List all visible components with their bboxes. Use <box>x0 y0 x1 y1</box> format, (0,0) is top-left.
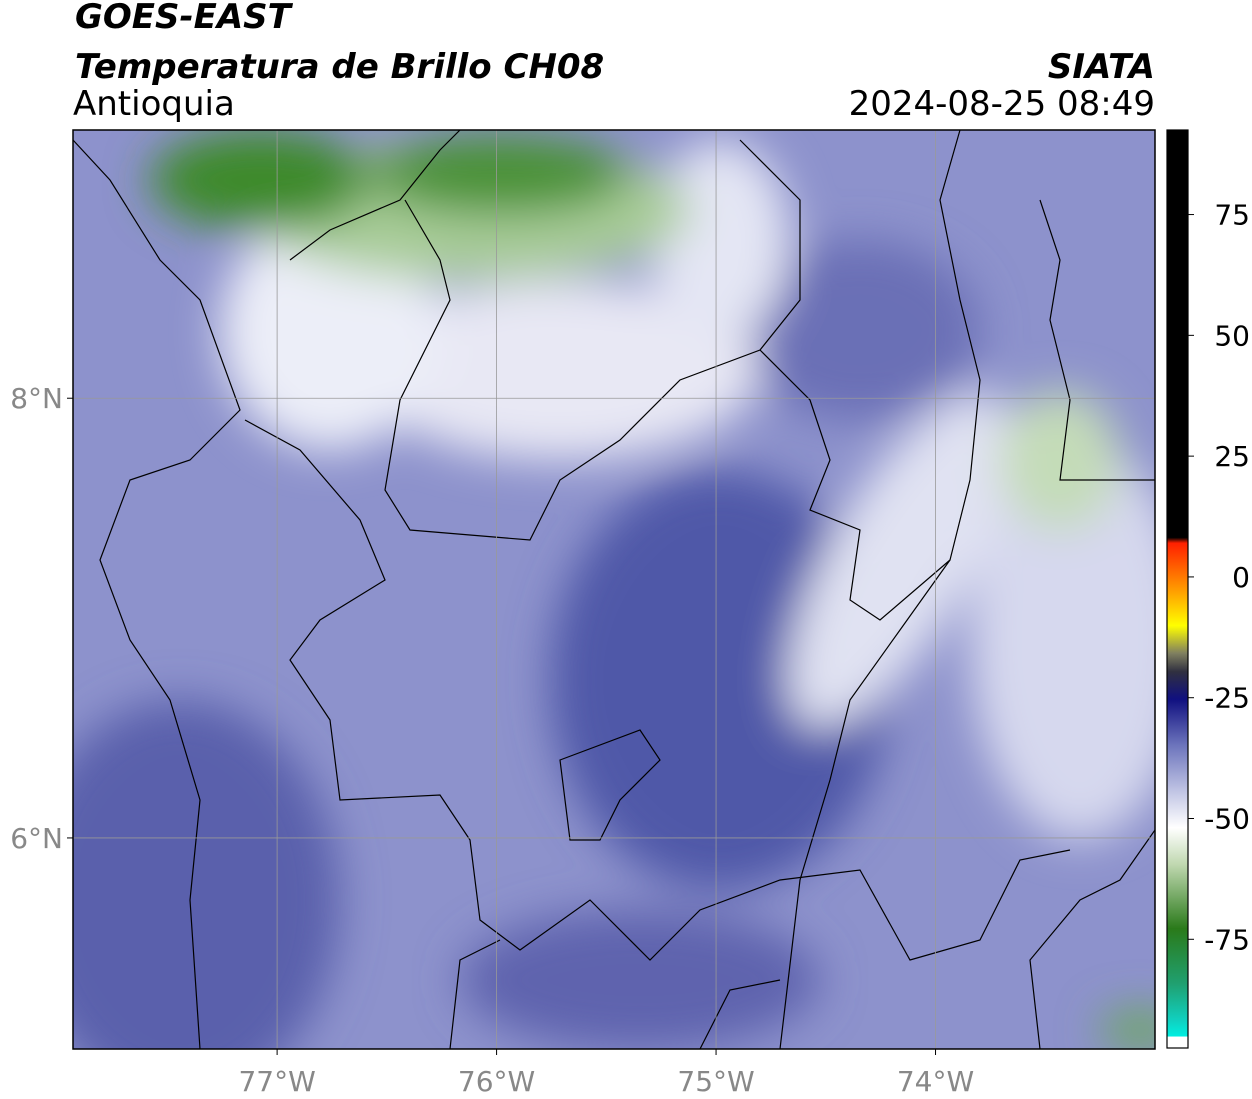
y-tick-label: 8°N <box>10 382 63 415</box>
satellite-image <box>73 130 1155 1049</box>
colorbar-tick-label: 25 <box>1214 440 1250 473</box>
grid <box>73 130 1155 1049</box>
timestamp: 2024-08-25 08:49 <box>849 84 1155 124</box>
x-tick-label: 77°W <box>238 1065 315 1098</box>
colorbar-tick-label: 0 <box>1232 561 1250 594</box>
x-tick-label: 74°W <box>897 1065 974 1098</box>
colorbar-tick-label: 75 <box>1214 199 1250 232</box>
subtitle: Temperatura de Brillo CH08 <box>75 47 604 87</box>
colorbar-tick-label: -25 <box>1204 682 1250 715</box>
x-tick-label: 76°W <box>458 1065 535 1098</box>
title: GOES-EAST <box>75 0 294 37</box>
region: Antioquia <box>73 84 235 124</box>
x-tick-label: 75°W <box>677 1065 754 1098</box>
source: SIATA <box>1048 47 1155 87</box>
colorbar <box>1166 129 1189 1049</box>
colorbar-tick-label: -50 <box>1204 803 1250 836</box>
y-tick-label: 6°N <box>10 822 63 855</box>
map-frame <box>72 129 1156 1050</box>
colorbar-tick-label: -75 <box>1204 923 1250 956</box>
colorbar-tick-label: 50 <box>1214 319 1250 352</box>
